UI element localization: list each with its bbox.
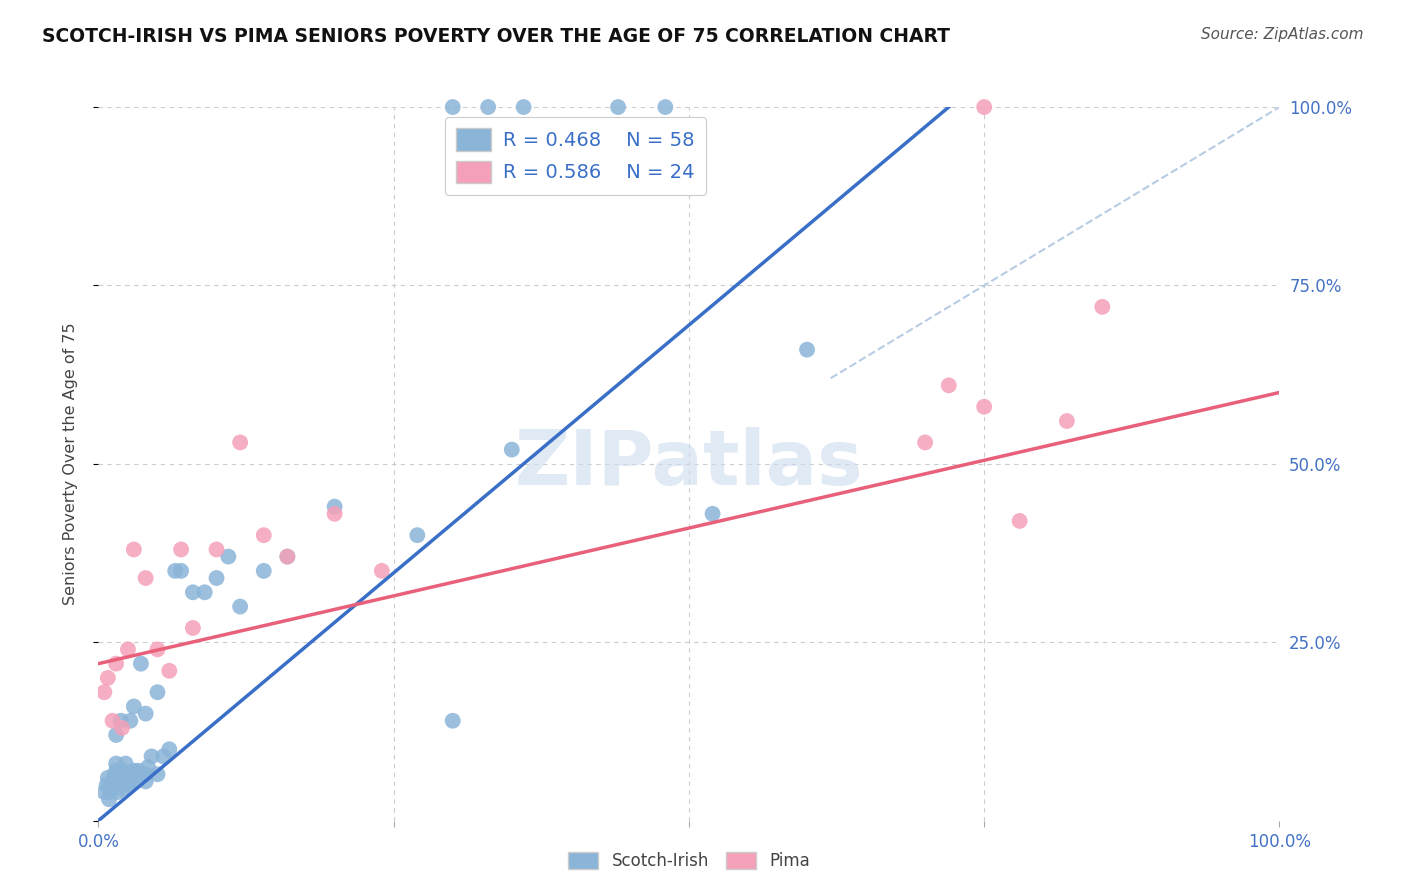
Point [112, 778, 135, 792]
Point [93, 785, 115, 799]
Point [98, 778, 121, 792]
Point [441, 714, 464, 728]
Point [152, 749, 174, 764]
Point [217, 549, 239, 564]
Point [111, 771, 134, 785]
Point [114, 756, 136, 771]
Point [101, 778, 124, 792]
Point [501, 442, 523, 457]
Legend: Scotch-Irish, Pima: Scotch-Irish, Pima [561, 845, 817, 877]
Point [323, 500, 346, 514]
Point [323, 507, 346, 521]
Point [98, 785, 121, 799]
Point [105, 764, 128, 778]
Point [111, 781, 134, 796]
Point [194, 585, 217, 599]
Point [253, 564, 276, 578]
Point [141, 749, 163, 764]
Point [181, 621, 204, 635]
Point [107, 778, 129, 792]
Point [181, 585, 204, 599]
Point [157, 664, 180, 678]
Point [205, 542, 228, 557]
Point [120, 714, 142, 728]
Point [105, 756, 128, 771]
Point [253, 528, 276, 542]
Point [229, 435, 252, 450]
Point [170, 542, 193, 557]
Point [607, 100, 630, 114]
Point [105, 657, 128, 671]
Point [973, 100, 995, 114]
Point [135, 706, 157, 721]
Point [108, 764, 131, 778]
Text: SCOTCH-IRISH VS PIMA SENIORS POVERTY OVER THE AGE OF 75 CORRELATION CHART: SCOTCH-IRISH VS PIMA SENIORS POVERTY OVE… [42, 27, 950, 45]
Y-axis label: Seniors Poverty Over the Age of 75: Seniors Poverty Over the Age of 75 [63, 323, 77, 605]
Point [121, 774, 143, 789]
Point [105, 728, 128, 742]
Point [97, 771, 120, 785]
Point [205, 571, 228, 585]
Point [97, 671, 120, 685]
Point [98, 781, 121, 796]
Point [702, 507, 724, 521]
Point [122, 764, 145, 778]
Point [146, 767, 169, 781]
Point [111, 764, 134, 778]
Point [104, 767, 127, 781]
Point [112, 771, 135, 785]
Point [170, 564, 193, 578]
Point [135, 774, 157, 789]
Point [108, 771, 131, 785]
Point [117, 642, 139, 657]
Point [129, 657, 152, 671]
Point [938, 378, 960, 392]
Point [512, 100, 534, 114]
Point [122, 771, 145, 785]
Point [1091, 300, 1114, 314]
Point [98, 792, 121, 806]
Point [105, 785, 128, 799]
Point [157, 742, 180, 756]
Point [276, 549, 298, 564]
Point [118, 767, 141, 781]
Point [477, 100, 499, 114]
Text: Source: ZipAtlas.com: Source: ZipAtlas.com [1201, 27, 1364, 42]
Point [122, 542, 145, 557]
Point [1008, 514, 1031, 528]
Point [136, 760, 159, 774]
Point [914, 435, 936, 450]
Point [135, 571, 157, 585]
Point [406, 528, 429, 542]
Point [654, 100, 676, 114]
Point [93, 685, 115, 699]
Point [441, 100, 464, 114]
Point [135, 767, 157, 781]
Point [796, 343, 818, 357]
Point [128, 764, 150, 778]
Point [229, 599, 252, 614]
Point [1056, 414, 1078, 428]
Point [973, 400, 995, 414]
Point [110, 714, 132, 728]
Point [165, 564, 187, 578]
Point [96, 778, 118, 792]
Point [125, 767, 148, 781]
Point [122, 699, 145, 714]
Point [371, 564, 394, 578]
Point [103, 771, 125, 785]
Text: ZIPatlas: ZIPatlas [515, 427, 863, 500]
Point [146, 642, 169, 657]
Point [111, 721, 134, 735]
Point [146, 685, 169, 699]
Point [117, 778, 139, 792]
Point [276, 549, 298, 564]
Point [101, 714, 124, 728]
